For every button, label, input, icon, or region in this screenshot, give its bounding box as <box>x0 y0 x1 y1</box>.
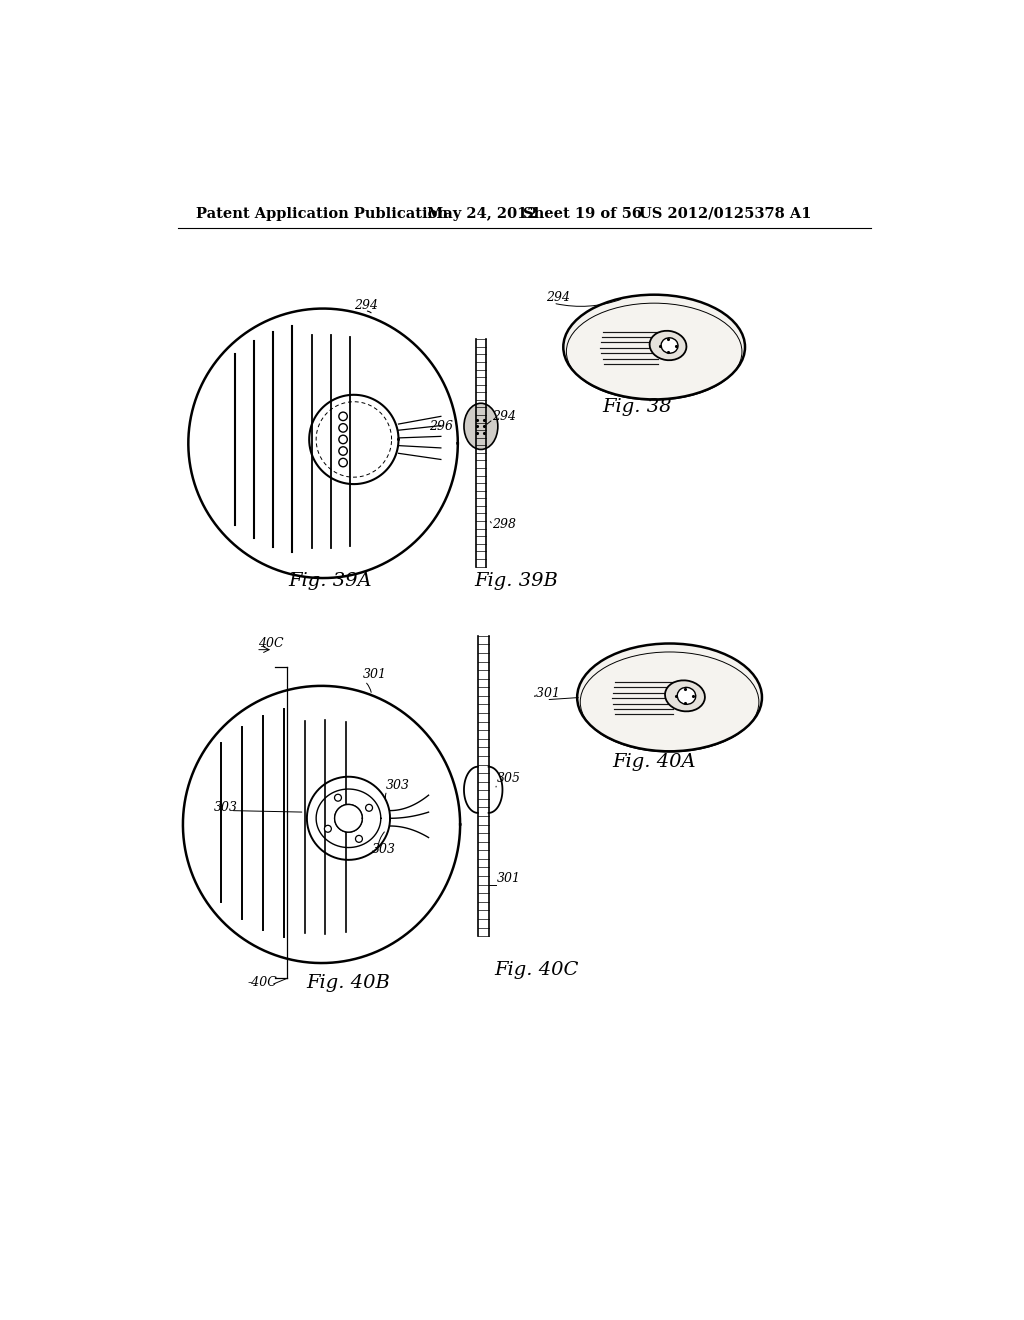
Text: -40C: -40C <box>248 977 278 989</box>
Circle shape <box>339 446 347 455</box>
Ellipse shape <box>578 644 762 751</box>
Text: Fig. 40C: Fig. 40C <box>495 961 580 978</box>
Text: .301: .301 <box>532 688 560 701</box>
Circle shape <box>339 412 347 421</box>
Text: 296: 296 <box>429 420 454 433</box>
Text: Fig. 39A: Fig. 39A <box>289 572 372 590</box>
Text: 294: 294 <box>547 290 570 304</box>
Ellipse shape <box>649 331 686 360</box>
Text: 301: 301 <box>364 668 387 681</box>
Ellipse shape <box>464 404 498 450</box>
Text: Fig. 39B: Fig. 39B <box>475 572 559 590</box>
Circle shape <box>339 424 347 432</box>
Ellipse shape <box>662 338 678 354</box>
Circle shape <box>355 836 362 842</box>
Ellipse shape <box>665 680 705 711</box>
Circle shape <box>366 804 373 812</box>
Text: 40C: 40C <box>258 636 284 649</box>
Text: Fig. 40A: Fig. 40A <box>611 752 695 771</box>
Circle shape <box>325 825 332 832</box>
Text: Patent Application Publication: Patent Application Publication <box>196 207 449 220</box>
Text: 303: 303 <box>372 843 395 855</box>
Circle shape <box>339 436 347 444</box>
Text: Fig. 40B: Fig. 40B <box>306 974 390 993</box>
Text: May 24, 2012: May 24, 2012 <box>427 207 538 220</box>
Text: Fig. 38: Fig. 38 <box>602 399 672 417</box>
Ellipse shape <box>677 688 695 705</box>
Circle shape <box>335 795 341 801</box>
Text: 305: 305 <box>497 772 521 785</box>
Text: 294: 294 <box>492 411 516 424</box>
Text: Sheet 19 of 56: Sheet 19 of 56 <box>523 207 642 220</box>
Text: US 2012/0125378 A1: US 2012/0125378 A1 <box>639 207 811 220</box>
Circle shape <box>339 458 347 467</box>
Text: 294: 294 <box>354 298 378 312</box>
Circle shape <box>335 804 362 832</box>
Text: 303: 303 <box>214 801 238 813</box>
Text: 303: 303 <box>385 779 410 792</box>
Text: 298: 298 <box>492 517 516 531</box>
Text: 301: 301 <box>497 873 521 886</box>
Ellipse shape <box>563 294 745 400</box>
